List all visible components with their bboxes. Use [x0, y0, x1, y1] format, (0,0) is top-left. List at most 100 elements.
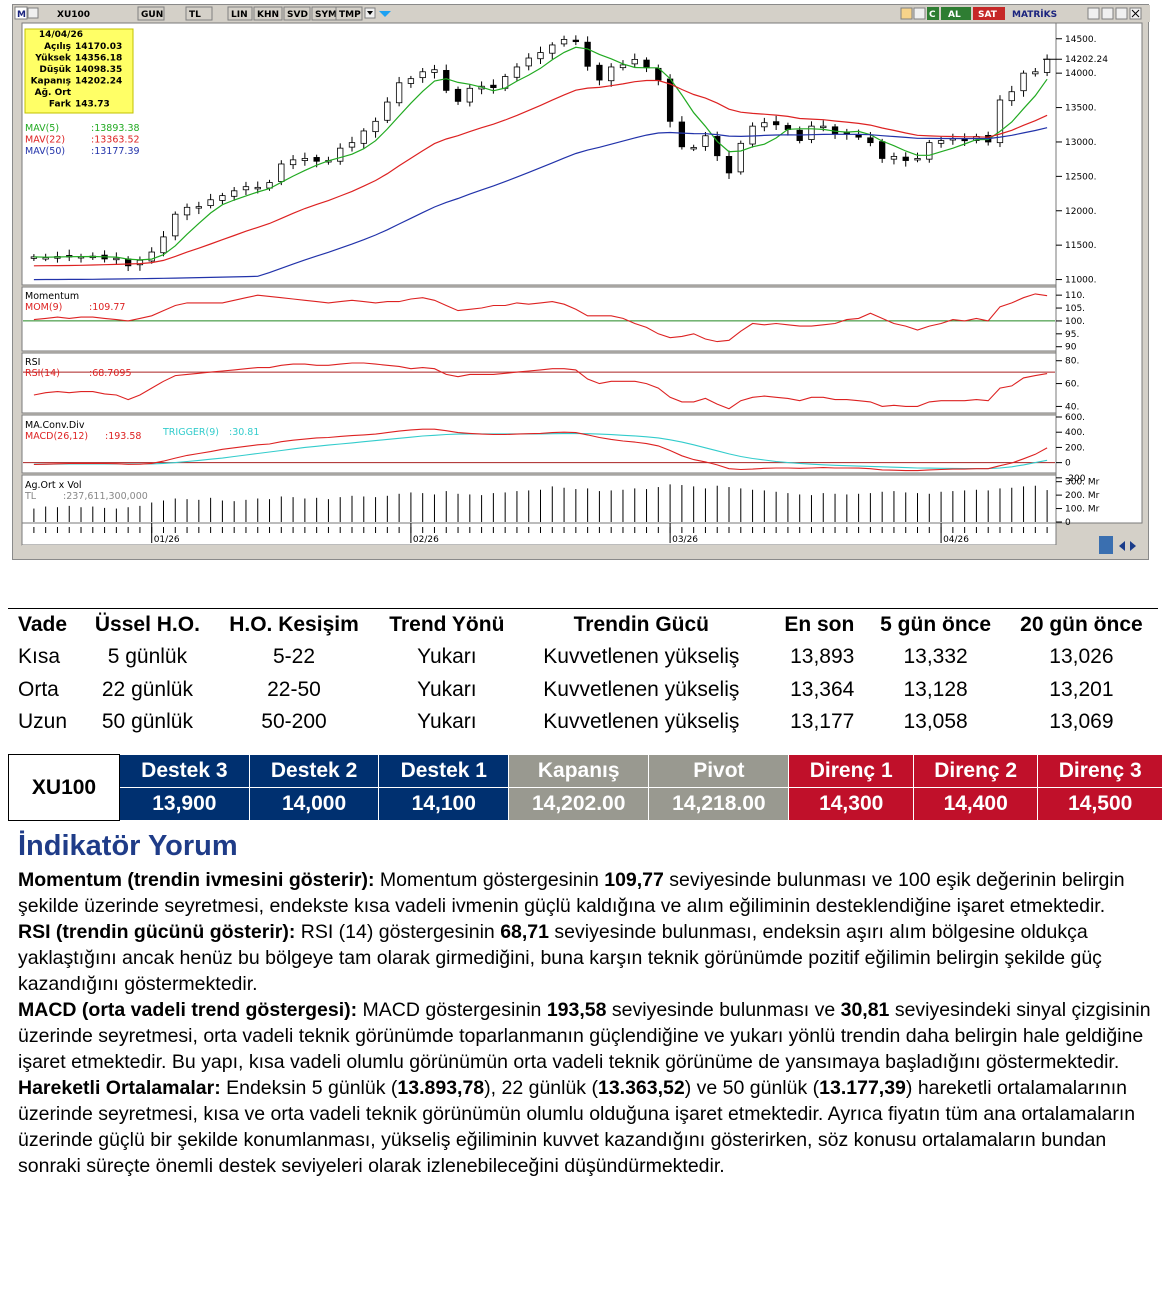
table-cell: 13,177 — [790, 710, 855, 734]
table-cell: 22 günlük — [101, 677, 193, 701]
candle — [395, 82, 403, 104]
candle — [431, 69, 438, 73]
draw-tool-icon[interactable] — [900, 7, 913, 20]
table-cell: 13,058 — [903, 710, 968, 734]
indicator-commentary: İndikatör Yorum Momentum (trendin ivmesi… — [18, 830, 1153, 1179]
toolbar-button-label: SVD — [287, 10, 308, 20]
ma-legend-value: :13893.38 — [91, 123, 140, 134]
candle — [289, 159, 297, 166]
commentary-bold: 13.363,52 — [597, 1077, 685, 1099]
toolbar-button[interactable] — [283, 6, 311, 21]
candle — [631, 59, 638, 65]
stock-chart: M XU100 GUN TL LIN KHN SVD SYM TMP C AL SAT MA… — [13, 5, 1150, 559]
levels-symbol: XU100 — [8, 754, 120, 821]
brand-label: MATRİKS — [1012, 9, 1057, 20]
table-cell: 50 günlük — [101, 710, 193, 734]
table-cell: 22-50 — [267, 677, 321, 701]
toolbar-button[interactable] — [185, 6, 213, 21]
commentary-text: MACD göstergesinin — [357, 999, 547, 1021]
sell-button[interactable] — [973, 7, 1005, 20]
candle — [831, 126, 839, 135]
twitter-bird-icon[interactable] — [379, 11, 391, 17]
candle — [560, 39, 568, 45]
toolbar-button[interactable] — [253, 6, 283, 21]
buy-button[interactable] — [941, 7, 971, 20]
commentary-bold: Hareketli Ortalamalar: — [18, 1077, 221, 1099]
minimize-icon[interactable] — [1101, 7, 1114, 20]
toolbar-symbol[interactable]: XU100 — [57, 10, 90, 20]
momentum-tick-label: 90 — [1065, 343, 1077, 353]
ohlc-value: 14098.35 — [75, 65, 122, 75]
c-button[interactable] — [927, 7, 939, 20]
commentary-text: ) ve 50 günlük ( — [684, 1077, 820, 1099]
candle — [937, 140, 945, 144]
commentary-text: seviyesinde bulunması ve 100 eşik değeri… — [18, 869, 1125, 917]
toolbar-button-label: KHN — [257, 10, 279, 20]
candle — [890, 156, 898, 160]
volume-title: Ag.Ort x Vol — [25, 480, 82, 491]
level-value: 14,400 — [912, 787, 1039, 821]
maximize-icon[interactable] — [1115, 7, 1128, 20]
settings-icon[interactable] — [1099, 536, 1113, 554]
trend-table-header: Trend Yönü — [374, 608, 519, 641]
level-header: Direnç 1 — [788, 754, 914, 788]
scroll-right-icon[interactable] — [1130, 541, 1136, 551]
candle — [549, 44, 556, 54]
table-cell: 13,893 — [790, 645, 855, 669]
rsi-label: RSI(14) — [25, 368, 60, 379]
table-cell: Kısa — [18, 645, 61, 669]
ma-legend-name: MAV(5) — [25, 123, 59, 134]
commentary-text: Momentum göstergesinin — [374, 869, 605, 891]
level-header: Destek 2 — [248, 754, 380, 788]
ohlc-label: Düşük — [39, 65, 72, 75]
trigger-label: TRIGGER(9) — [162, 427, 219, 438]
volume-value: :237,611,300,000 — [63, 491, 148, 502]
table-cell: 13,201 — [1049, 677, 1114, 701]
refresh-icon[interactable] — [913, 7, 926, 20]
c-button-label: C — [929, 10, 936, 20]
table-cell: 13,026 — [1049, 645, 1114, 669]
table-cell: Uzun — [18, 710, 68, 734]
level-value: 14,100 — [378, 787, 510, 821]
level-header: Pivot — [648, 754, 790, 788]
trigger-value: :30.81 — [229, 427, 259, 438]
table-row: Kısa 5 günlük 5-22 Yukarı Kuvvetlenen yüksel… — [8, 641, 1158, 674]
level-value: 13,900 — [119, 787, 250, 821]
level-header: Direnç 3 — [1037, 754, 1163, 788]
trend-table-header: H.O. Kesişim — [213, 608, 375, 641]
candle — [678, 121, 686, 148]
commentary-text: RSI (14) göstergesinin — [295, 921, 501, 943]
momentum-title: Momentum — [25, 291, 79, 302]
candle — [914, 158, 921, 161]
candle — [313, 157, 320, 162]
candle — [749, 125, 756, 145]
toolbar-button[interactable] — [137, 6, 165, 21]
price-panel — [21, 22, 1057, 286]
scroll-left-icon[interactable] — [1119, 541, 1125, 551]
mav50-line — [33, 127, 1048, 281]
sell-button-label: SAT — [978, 10, 998, 20]
candle — [643, 59, 650, 69]
toolbar-button[interactable] — [227, 6, 253, 21]
macd-tick-label: -200 — [1065, 474, 1086, 484]
candle — [124, 258, 132, 267]
volume-label: TL — [24, 491, 37, 502]
candle — [195, 206, 202, 209]
ohlc-value: 14202.24 — [75, 77, 122, 87]
level-value: 14,202.00 — [508, 787, 650, 821]
candle — [761, 122, 768, 128]
candle — [160, 236, 167, 254]
month-tick-label: 02/26 — [413, 535, 439, 545]
commentary-bold: 13.177,39 — [819, 1077, 906, 1099]
momentum-tick-label: 95. — [1065, 330, 1079, 340]
scroll-area[interactable] — [22, 545, 1142, 559]
window-icon[interactable] — [1087, 7, 1100, 20]
grid-icon[interactable] — [27, 7, 39, 19]
candle — [737, 142, 744, 173]
candle — [714, 136, 721, 157]
toolbar-button[interactable] — [335, 6, 363, 21]
commentary-bold: RSI (trendin gücünü gösterir): — [18, 921, 296, 943]
table-cell: Yukarı — [417, 677, 477, 701]
